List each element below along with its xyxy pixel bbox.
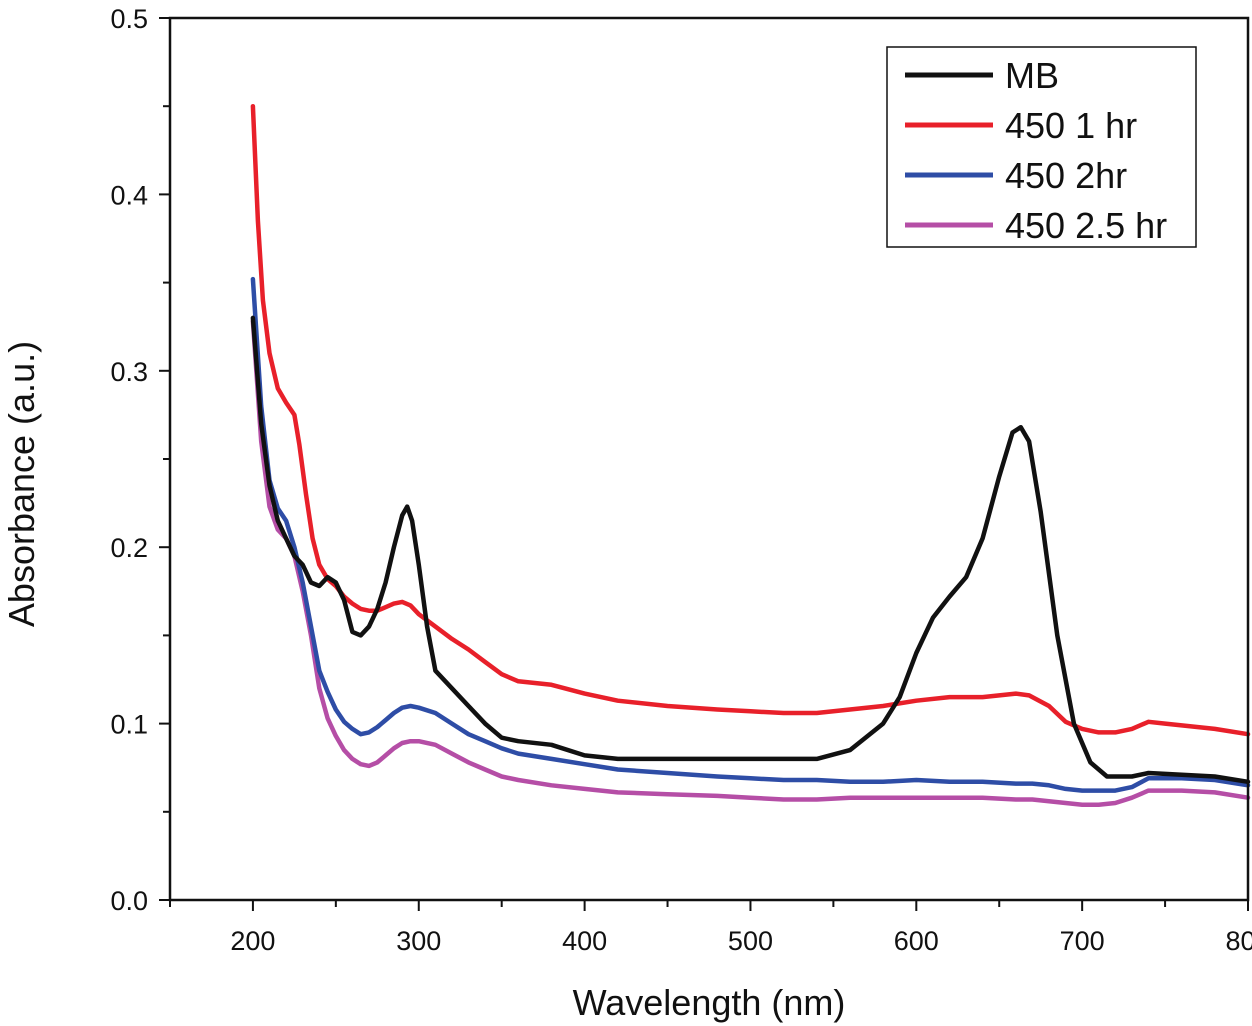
legend-box	[886, 46, 1197, 248]
legend-label-mb: MB	[1005, 55, 1059, 96]
x-tick-label: 700	[1060, 926, 1105, 956]
ticks-layer: 200 300 400 500 600 700 800 0.0 0.1 0.2 0.3 0.4 0.5	[110, 4, 1252, 956]
legend-label-450-1hr: 450 1 hr	[1005, 105, 1137, 146]
x-tick-label: 600	[894, 926, 939, 956]
series-line-450-1-hr	[250, 103, 1251, 737]
legend-label-450-2-5hr: 450 2.5 hr	[1005, 205, 1167, 246]
legend-label-450-2hr: 450 2hr	[1005, 155, 1127, 196]
series-line-450-2-5-hr	[250, 319, 1251, 807]
y-axis-title: Absorbance (a.u.)	[1, 341, 42, 627]
legend: MB 450 1 hr 450 2hr 450 2.5 hr	[886, 46, 1197, 248]
y-tick-label: 0.5	[110, 4, 148, 34]
series-line-450-2hr	[250, 276, 1251, 793]
x-tick-label: 400	[562, 926, 607, 956]
x-tick-label: 200	[230, 926, 275, 956]
y-tick-label: 0.3	[110, 357, 148, 387]
y-tick-label: 0.1	[110, 710, 148, 740]
y-tick-label: 0.0	[110, 886, 148, 916]
x-tick-label: 300	[396, 926, 441, 956]
y-tick-label: 0.2	[110, 533, 148, 563]
x-axis-title: Wavelength (nm)	[573, 982, 846, 1023]
series-line-mb	[250, 315, 1251, 785]
y-tick-label: 0.4	[110, 180, 148, 210]
x-tick-label: 500	[728, 926, 773, 956]
x-tick-label: 800	[1225, 926, 1252, 956]
series-layer	[250, 103, 1251, 807]
